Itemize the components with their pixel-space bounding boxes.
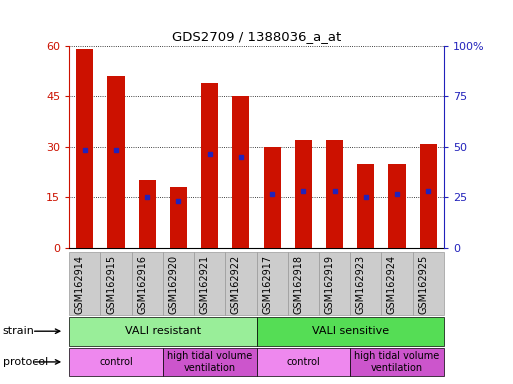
Bar (69, 252, 101, 315)
Text: GSM162919: GSM162919 (325, 255, 334, 314)
Bar (76, 50, 93, 248)
Bar (264, 147, 281, 248)
Text: GSM162924: GSM162924 (387, 255, 397, 314)
Bar (108, 76, 125, 248)
Bar (225, 252, 256, 315)
Text: GSM162923: GSM162923 (356, 255, 366, 314)
Text: GSM162915: GSM162915 (106, 255, 116, 314)
Bar (326, 140, 343, 248)
Title: GDS2709 / 1388036_a_at: GDS2709 / 1388036_a_at (172, 30, 341, 43)
Bar (350, 252, 381, 315)
Text: high tidal volume
ventilation: high tidal volume ventilation (167, 351, 252, 373)
Text: GSM162918: GSM162918 (293, 255, 303, 314)
Bar (194, 252, 225, 315)
Text: strain: strain (3, 326, 34, 336)
Text: VALI resistant: VALI resistant (125, 326, 201, 336)
Text: GSM162922: GSM162922 (231, 255, 241, 314)
Bar (201, 83, 218, 248)
Bar (139, 180, 156, 248)
Bar (357, 164, 374, 248)
Text: GSM162917: GSM162917 (262, 255, 272, 314)
Bar (69, 317, 256, 346)
Bar (388, 164, 405, 248)
Text: GSM162914: GSM162914 (75, 255, 85, 314)
Bar (420, 144, 437, 248)
Bar (163, 348, 256, 376)
Bar (256, 252, 288, 315)
Bar (412, 252, 444, 315)
Bar (101, 252, 132, 315)
Bar (163, 252, 194, 315)
Text: control: control (286, 357, 320, 367)
Text: control: control (99, 357, 133, 367)
Bar (295, 140, 312, 248)
Text: high tidal volume
ventilation: high tidal volume ventilation (354, 351, 440, 373)
Bar (319, 252, 350, 315)
Bar (288, 252, 319, 315)
Bar (69, 348, 163, 376)
Text: GSM162925: GSM162925 (418, 255, 428, 314)
Bar (170, 187, 187, 248)
Bar (381, 252, 412, 315)
Bar (256, 348, 350, 376)
Bar (350, 348, 444, 376)
Bar (256, 317, 444, 346)
Bar (132, 252, 163, 315)
Text: protocol: protocol (3, 357, 48, 367)
Bar (232, 96, 249, 248)
Text: GSM162916: GSM162916 (137, 255, 147, 314)
Text: GSM162921: GSM162921 (200, 255, 210, 314)
Text: GSM162920: GSM162920 (168, 255, 179, 314)
Text: VALI sensitive: VALI sensitive (311, 326, 389, 336)
